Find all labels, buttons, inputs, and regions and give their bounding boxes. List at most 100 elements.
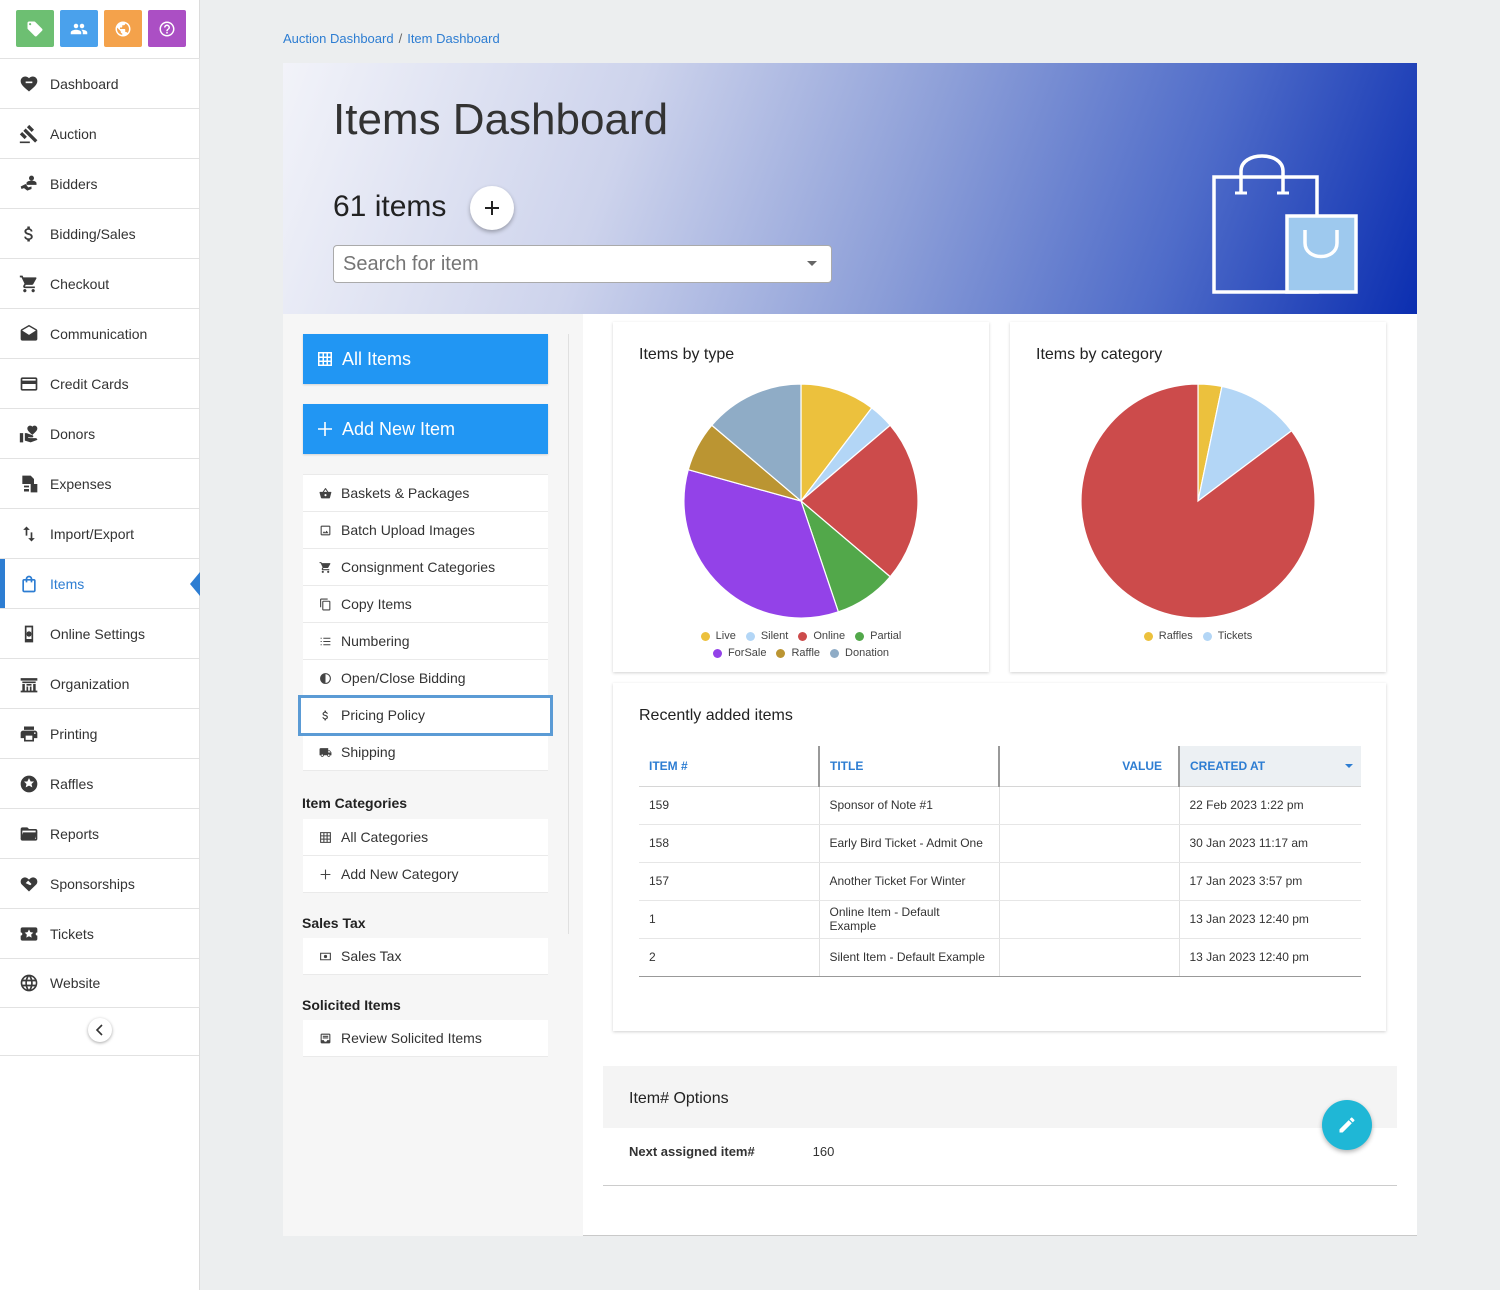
breadcrumb-auction-dashboard[interactable]: Auction Dashboard [283,31,394,46]
table-row[interactable]: 157 Another Ticket For Winter 17 Jan 2023 … [639,862,1361,901]
cell-title: Silent Item - Default Example [818,938,999,977]
pie-slice-online[interactable] [800,424,919,578]
all-items-button[interactable]: All Items [303,334,548,384]
add-item-circle-button[interactable] [470,186,514,230]
cell-item-number: 159 [639,786,819,825]
pie-slice-forsale[interactable] [683,468,840,619]
cell-created-at: 17 Jan 2023 3:57 pm [1178,862,1361,901]
legend-item-forsale[interactable]: ForSale [712,647,766,659]
column-created-at[interactable]: CREATED AT [1178,746,1361,787]
legend-swatch [745,631,755,641]
sidebar-item-bidding-sales[interactable]: Bidding/Sales [0,208,200,258]
globe-icon[interactable] [104,10,142,47]
subnav-item-all-categories[interactable]: All Categories [303,819,548,856]
hero-banner: Items Dashboard 61 items [283,63,1417,314]
table-row[interactable]: 158 Early Bird Ticket - Admit One 30 Jan 2… [639,824,1361,863]
sidebar-item-tickets[interactable]: Tickets [0,908,200,958]
sidebar-item-bidders[interactable]: Bidders [0,158,200,208]
subnav-item-baskets-packages[interactable]: Baskets & Packages [303,475,548,512]
sidebar-item-credit-cards[interactable]: Credit Cards [0,358,200,408]
column-value[interactable]: VALUE [998,746,1179,787]
column-title[interactable]: TITLE [818,746,999,787]
table-row[interactable]: 2 Silent Item - Default Example 13 Jan 202… [639,938,1361,977]
pie-slice-live[interactable] [800,383,873,503]
item-count: 61 items [333,190,447,223]
sidebar-nav: Dashboard Auction Bidders Bidding/Sales Chec… [0,58,200,1008]
organization-icon [18,673,40,695]
breadcrumb-item-dashboard[interactable]: Item Dashboard [407,31,500,46]
sidebar-item-expenses[interactable]: Expenses [0,458,200,508]
sidebar-item-items[interactable]: Items [0,558,200,608]
sidebar-item-checkout[interactable]: Checkout [0,258,200,308]
sidebar-item-website[interactable]: Website [0,958,200,1008]
legend-item-tickets[interactable]: Tickets [1202,630,1252,642]
sidebar-item-online-settings[interactable]: Online Settings [0,608,200,658]
pie-slice-donation[interactable] [710,383,802,503]
sidebar-item-label: Communication [50,325,148,342]
sidebar-item-communication[interactable]: Communication [0,308,200,358]
clock-half-icon [317,670,333,686]
help-icon[interactable] [148,10,186,47]
subnav-item-numbering[interactable]: Numbering [303,623,548,660]
subnav-item-label: Sales Tax [341,948,402,964]
gavel-icon [18,123,40,145]
sidebar-item-raffles[interactable]: Raffles [0,758,200,808]
sidebar-item-printing[interactable]: Printing [0,708,200,758]
collapse-sidebar-button[interactable] [88,1018,112,1042]
printer-icon [18,723,40,745]
subnav-item-review-solicited-items[interactable]: Review Solicited Items [303,1020,548,1057]
search-dropdown-caret-icon[interactable] [807,261,817,266]
sidebar-item-sponsorships[interactable]: Sponsorships [0,858,200,908]
cart-icon [18,273,40,295]
globe-outline-icon [18,972,40,994]
legend-item-partial[interactable]: Partial [855,630,901,642]
table-row[interactable]: 159 Sponsor of Note #1 22 Feb 2023 1:22 pm [639,786,1361,825]
subnav-item-batch-upload-images[interactable]: Batch Upload Images [303,512,548,549]
subnav-item-sales-tax[interactable]: Sales Tax [303,938,548,975]
sidebar-item-donors[interactable]: Donors [0,408,200,458]
add-new-item-button[interactable]: Add New Item [303,404,548,454]
sidebar-item-organization[interactable]: Organization [0,658,200,708]
sidebar-item-auction[interactable]: Auction [0,108,200,158]
cell-value [998,786,1179,825]
legend-label: Partial [870,630,902,642]
page-title: Items Dashboard [333,95,669,144]
recently-added-title: Recently added items [639,707,793,724]
subnav-item-add-new-category[interactable]: Add New Category [303,856,548,893]
legend-item-raffles[interactable]: Raffles [1143,630,1193,642]
subnav-item-pricing-policy[interactable]: Pricing Policy [298,695,553,736]
subnav-item-open-close-bidding[interactable]: Open/Close Bidding [303,660,548,697]
sales-tax-heading: Sales Tax [302,915,366,931]
subnav-item-label: Batch Upload Images [341,522,475,538]
cell-title: Online Item - Default Example [818,900,999,939]
ticket-star-icon [18,923,40,945]
items-by-category-card: Items by category Raffles Tickets [1010,322,1386,672]
search-item-input[interactable] [333,245,832,283]
sidebar-item-label: Expenses [50,475,112,492]
legend-item-silent[interactable]: Silent [745,630,788,642]
copy-icon [317,596,333,612]
edit-options-button[interactable] [1322,1100,1372,1150]
subnav-item-label: Add New Category [341,866,459,882]
people-icon[interactable] [60,10,98,47]
raffle-icon [18,773,40,795]
pie-slice-other[interactable] [1080,383,1316,619]
dollar-icon [18,223,40,245]
subnav-item-consignment-categories[interactable]: Consignment Categories [303,549,548,586]
legend-item-raffle[interactable]: Raffle [776,647,820,659]
pie-slice-tickets[interactable] [1197,385,1293,503]
column-item-number[interactable]: ITEM # [639,746,819,787]
tag-icon[interactable] [16,10,54,47]
legend-label: Online [813,630,846,642]
subnav-item-copy-items[interactable]: Copy Items [303,586,548,623]
legend-item-online[interactable]: Online [798,630,845,642]
legend-item-donation[interactable]: Donation [830,647,889,659]
sidebar-item-dashboard[interactable]: Dashboard [0,58,200,108]
sidebar-item-reports[interactable]: Reports [0,808,200,858]
chevron-left-icon [95,1024,103,1036]
legend-item-live[interactable]: Live [700,630,736,642]
subnav-item-label: Numbering [341,633,410,649]
subnav-item-shipping[interactable]: Shipping [303,734,548,771]
table-row[interactable]: 1 Online Item - Default Example 13 Jan 202… [639,900,1361,939]
sidebar-item-import-export[interactable]: Import/Export [0,508,200,558]
